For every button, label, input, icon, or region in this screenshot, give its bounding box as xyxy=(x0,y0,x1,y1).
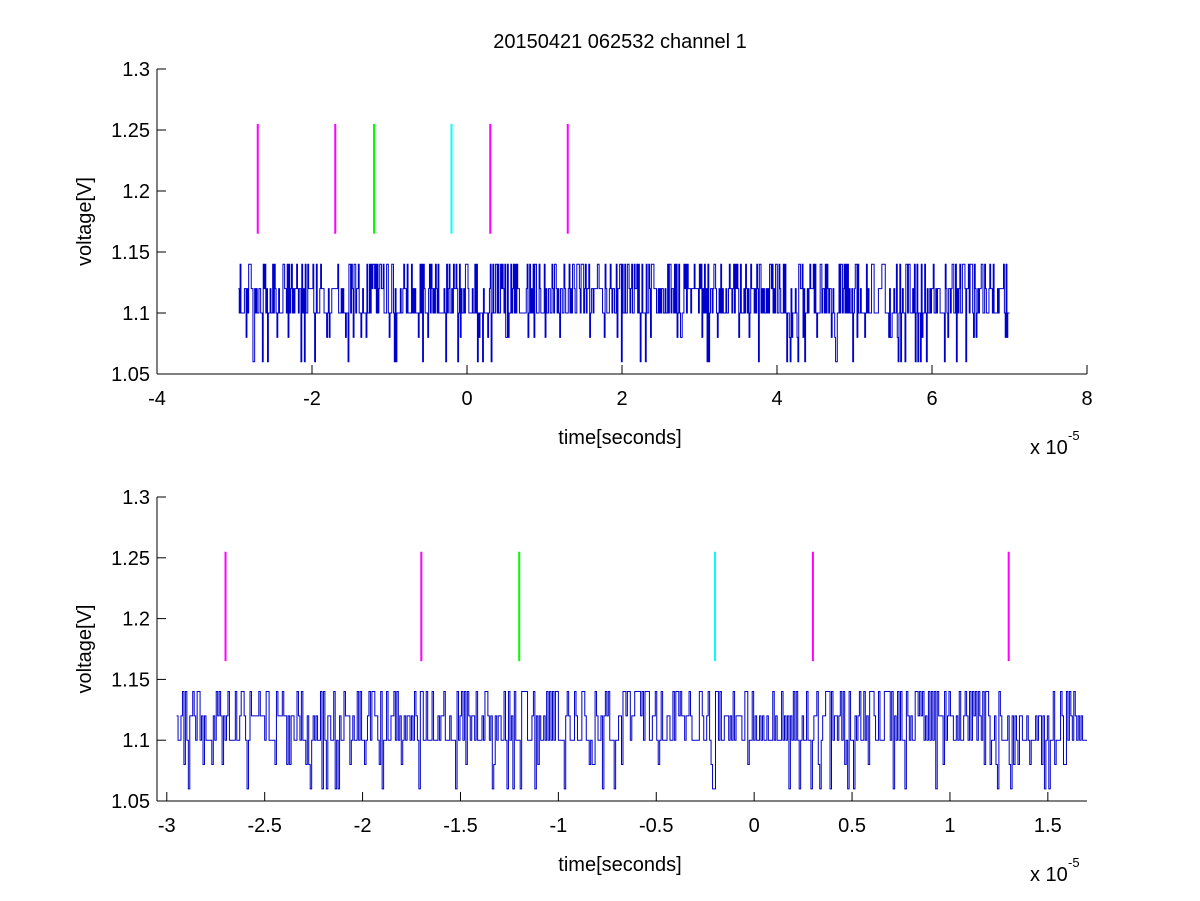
x-axis-multiplier: x 10 xyxy=(1030,864,1068,886)
top-plot: -4 -2 0 2 4 6 8 1.05 1.1 1.15 1.2 1.25 1.3 time[secon… xyxy=(74,59,1093,459)
y-tick-label: 1.3 xyxy=(122,487,150,509)
x-tick-label: 6 xyxy=(926,388,937,410)
x-tick-label: 0.5 xyxy=(838,815,866,837)
y-tick-label: 1.15 xyxy=(111,669,150,691)
x-axis-label: time[seconds] xyxy=(558,854,681,876)
x-tick-label: 8 xyxy=(1081,388,1092,410)
y-tick-label: 1.25 xyxy=(111,120,150,142)
bottom-plot: -3 -2.5 -2 -1.5 -1 -0.5 0 0.5 1 1.5 1.05 1.1 1.15 1.2… xyxy=(74,487,1087,886)
x-axis-multiplier: x 10 xyxy=(1030,437,1068,459)
x-tick-label: 4 xyxy=(771,388,782,410)
x-tick-label: -3 xyxy=(158,815,176,837)
x-axis-multiplier-exponent: -5 xyxy=(1068,855,1080,870)
x-tick-label: 0 xyxy=(461,388,472,410)
x-tick-label: 0 xyxy=(749,815,760,837)
x-tick-label: -2.5 xyxy=(247,815,281,837)
y-tick-label: 1.05 xyxy=(111,364,150,386)
y-tick-label: 1.15 xyxy=(111,242,150,264)
x-tick-label: -4 xyxy=(148,388,166,410)
x-tick-label: 2 xyxy=(616,388,627,410)
x-tick-label: -0.5 xyxy=(639,815,673,837)
x-tick-label: 1.5 xyxy=(1034,815,1062,837)
y-axis-label: voltage[V] xyxy=(74,605,96,694)
voltage-signal-trace xyxy=(176,691,1087,790)
x-tick-label: -2 xyxy=(303,388,321,410)
x-tick-label: 1 xyxy=(944,815,955,837)
x-tick-label: -1.5 xyxy=(443,815,477,837)
y-tick-label: 1.05 xyxy=(111,791,150,813)
y-tick-label: 1.1 xyxy=(122,730,150,752)
y-tick-label: 1.2 xyxy=(122,609,150,631)
voltage-signal-trace xyxy=(238,263,1010,363)
y-tick-label: 1.1 xyxy=(122,303,150,325)
y-tick-label: 1.3 xyxy=(122,59,150,81)
figure-title: 20150421 062532 channel 1 xyxy=(493,31,747,53)
x-tick-label: -2 xyxy=(354,815,372,837)
x-tick-label: -1 xyxy=(549,815,567,837)
x-axis-multiplier-exponent: -5 xyxy=(1068,428,1080,443)
y-tick-label: 1.25 xyxy=(111,548,150,570)
y-tick-label: 1.2 xyxy=(122,181,150,203)
x-axis-label: time[seconds] xyxy=(558,427,681,449)
y-axis-label: voltage[V] xyxy=(74,177,96,266)
